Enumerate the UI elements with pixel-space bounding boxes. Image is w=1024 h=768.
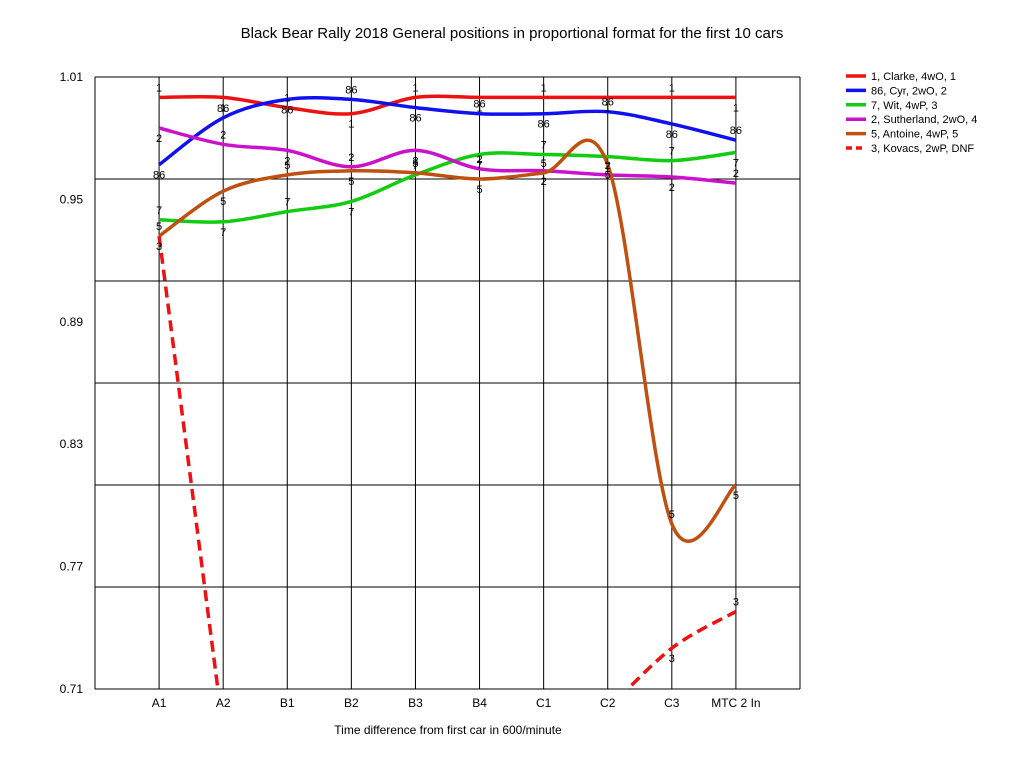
data-label-clarke: 1 <box>605 102 611 114</box>
chart-title: Black Bear Rally 2018 General positions … <box>241 25 784 42</box>
data-label-clarke: 1 <box>476 102 482 114</box>
data-label-wit: 7 <box>476 160 482 172</box>
data-label-sutherland: 2 <box>220 129 226 141</box>
data-label-sutherland: 2 <box>476 154 482 166</box>
data-label-sutherland: 2 <box>284 155 290 167</box>
data-label-clarke: 1 <box>284 93 290 105</box>
data-label-clarke: 1 <box>220 102 226 114</box>
data-label-cyr: 86 <box>281 104 293 116</box>
legend-entry-kovacs: 3, Kovacs, 2wP, DNF <box>871 143 974 155</box>
data-label-cyr: 86 <box>730 125 742 137</box>
data-label-antoine: 5 <box>156 221 162 233</box>
data-label-wit: 7 <box>284 197 290 209</box>
axes: 1.01 0.95 0.89 0.83 0.77 0.71 A1 A2 B1 B2 B3 B4 C1 C2… <box>60 70 801 710</box>
y-tick-label: 0.83 <box>60 437 84 451</box>
data-label-antoine: 5 <box>412 158 418 170</box>
data-label-wit: 7 <box>541 140 547 152</box>
data-label-cyr: 86 <box>409 113 421 125</box>
legend-entry-antoine: 5, Antoine, 4wP, 5 <box>871 129 958 141</box>
series-lines <box>157 94 738 689</box>
x-axis-title: Time difference from first car in 600/mi… <box>334 723 562 737</box>
series-line-clarke <box>159 94 736 116</box>
data-label-wit: 7 <box>220 227 226 239</box>
data-label-wit: 7 <box>605 162 611 174</box>
grid <box>95 76 800 690</box>
data-label-antoine: 5 <box>220 196 226 208</box>
data-label-antoine: 5 <box>476 184 482 196</box>
data-label-kovacs: 3 <box>733 596 739 608</box>
series-line-kovacs <box>625 609 737 689</box>
data-label-cyr: 86 <box>153 170 165 182</box>
data-label-cyr: 86 <box>473 99 485 111</box>
data-label-sutherland: 2 <box>541 176 547 188</box>
x-tick-label: B3 <box>408 696 423 710</box>
data-label-kovacs: 3 <box>669 653 675 665</box>
data-label-clarke: 1 <box>348 119 354 131</box>
data-label-antoine: 5 <box>348 176 354 188</box>
legend-entry-wit: 7, Wit, 4wP, 3 <box>871 100 937 112</box>
legend-entry-sutherland: 2, Sutherland, 2wO, 4 <box>871 114 977 126</box>
series-line-wit <box>159 150 737 224</box>
data-label-clarke: 1 <box>733 102 739 114</box>
data-label-sutherland: 2 <box>348 152 354 164</box>
data-label-wit: 7 <box>669 146 675 158</box>
data-label-wit: 7 <box>348 206 354 218</box>
x-tick-label: A2 <box>216 696 231 710</box>
series-line-cyr <box>158 95 737 167</box>
data-label-antoine: 5 <box>733 490 739 502</box>
series-line-kovacs <box>157 235 220 689</box>
data-label-cyr: 86 <box>217 103 229 115</box>
data-label-cyr: 86 <box>538 119 550 131</box>
data-label-clarke: 1 <box>412 82 418 94</box>
x-tick-label: B2 <box>344 696 359 710</box>
x-tick-label: B4 <box>472 696 487 710</box>
data-label-cyr: 86 <box>345 84 357 96</box>
data-label-sutherland: 2 <box>669 182 675 194</box>
data-label-cyr: 86 <box>602 97 614 109</box>
legend: 1, Clarke, 4wO, 1 86, Cyr, 2wO, 2 7, Wit, … <box>846 71 977 155</box>
data-label-sutherland: 2 <box>733 168 739 180</box>
data-label-clarke: 1 <box>541 82 547 94</box>
x-tick-label: C2 <box>600 696 616 710</box>
data-label-sutherland: 2 <box>605 160 611 172</box>
data-label-antoine: 5 <box>669 509 675 521</box>
legend-entry-clarke: 1, Clarke, 4wO, 1 <box>871 71 956 83</box>
y-tick-label: 1.01 <box>60 70 84 84</box>
data-label-wit: 7 <box>412 160 418 172</box>
x-tick-label: C1 <box>536 696 552 710</box>
data-label-sutherland: 2 <box>156 133 162 145</box>
data-label-sutherland: 2 <box>412 155 418 167</box>
x-tick-label: A1 <box>152 696 167 710</box>
data-label-wit: 7 <box>156 205 162 217</box>
x-tick-label: MTC 2 In <box>711 696 760 710</box>
data-label-wit: 7 <box>733 157 739 169</box>
data-label-clarke: 1 <box>156 82 162 94</box>
data-label-kovacs: 3 <box>156 241 162 253</box>
y-tick-label: 0.95 <box>60 192 84 206</box>
x-tick-label: B1 <box>280 696 295 710</box>
series-line-sutherland <box>158 126 737 185</box>
data-label-antoine: 5 <box>284 160 290 172</box>
y-tick-label: 0.77 <box>60 560 84 574</box>
data-label-antoine: 5 <box>541 158 547 170</box>
y-tick-label: 0.89 <box>60 315 84 329</box>
legend-entry-cyr: 86, Cyr, 2wO, 2 <box>871 85 947 97</box>
y-tick-label: 0.71 <box>60 682 84 696</box>
data-label-cyr: 86 <box>666 129 678 141</box>
data-label-antoine: 5 <box>605 170 611 182</box>
series-line-antoine <box>158 138 738 543</box>
data-label-clarke: 1 <box>669 82 675 94</box>
x-tick-label: C3 <box>664 696 680 710</box>
